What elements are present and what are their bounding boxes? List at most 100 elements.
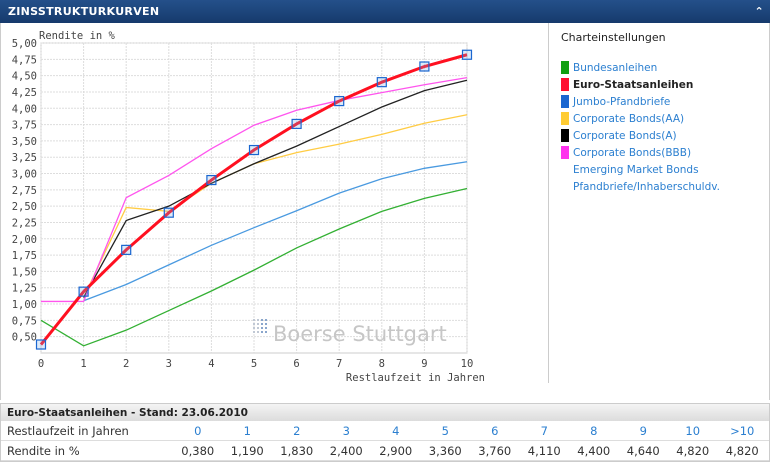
data-point-marker (78, 286, 89, 297)
y-tick-label: 4,00 (12, 103, 37, 115)
data-point-marker (419, 61, 430, 72)
table-title: Euro-Staatsanleihen - Stand: 23.06.2010 (1, 403, 769, 421)
yield-value: 2,400 (329, 444, 363, 458)
series-toggle-6[interactable]: Emerging Market Bonds (561, 161, 770, 178)
series-line-jumbo-pfandbriefe (83, 161, 468, 302)
y-tick-label: 3,00 (12, 169, 37, 181)
x-tick-label: 0 (38, 358, 44, 370)
series-toggle-0[interactable]: Bundesanleihen (561, 59, 770, 76)
row-label: Restlaufzeit in Jahren (7, 424, 129, 438)
y-tick-label: 2,50 (12, 201, 37, 213)
series-line-corporate-bonds-a- (83, 79, 468, 298)
series-label: Corporate Bonds(BBB) (573, 146, 692, 159)
logo-dot (257, 319, 259, 321)
series-label: Jumbo-Pfandbriefe (573, 95, 671, 108)
x-tick-label: 10 (461, 358, 474, 370)
color-swatch (561, 112, 569, 125)
series-toggle-1[interactable]: Euro-Staatsanleihen (561, 76, 770, 93)
series-label: Corporate Bonds(A) (573, 129, 677, 142)
maturity-link[interactable]: 1 (243, 424, 251, 438)
data-point-marker (163, 207, 174, 218)
yield-curve-chart: 0,50 0,75 1,00 1,25 1,50 1,75 2,00 2,25 2,50 2,75… (12, 30, 485, 383)
yield-value: 3,760 (478, 444, 512, 458)
series-label: Emerging Market Bonds (573, 163, 699, 176)
x-tick-label: 6 (293, 358, 299, 370)
maturity-link[interactable]: 3 (342, 424, 350, 438)
y-tick-label: 4,25 (12, 87, 37, 99)
y-tick-label: 4,75 (12, 54, 37, 66)
chart-settings-title: Charteinstellungen (561, 31, 666, 44)
yield-value: 1,190 (230, 444, 264, 458)
color-swatch (561, 95, 569, 108)
maturity-link[interactable]: 6 (491, 424, 499, 438)
yield-table: Euro-Staatsanleihen - Stand: 23.06.2010 … (0, 403, 770, 462)
series-toggle-5[interactable]: Corporate Bonds(BBB) (561, 144, 770, 161)
maturity-link[interactable]: 7 (540, 424, 548, 438)
y-tick-label: 1,25 (12, 283, 37, 295)
yield-value: 4,110 (527, 444, 561, 458)
maturity-link[interactable]: 8 (590, 424, 598, 438)
logo-dot (265, 327, 267, 329)
y-tick-label: 3,25 (12, 152, 37, 164)
y-tick-label: 1,50 (12, 266, 37, 278)
data-point-marker (35, 339, 47, 350)
panel-title: ZINSSTRUKTURKURVEN (8, 5, 160, 18)
maturity-link[interactable]: >10 (730, 424, 755, 438)
logo-dot (257, 327, 259, 329)
series-label: Corporate Bonds(AA) (573, 112, 685, 125)
yield-value: 4,820 (676, 444, 710, 458)
table-row-maturity: Restlaufzeit in Jahren 0 1 2 3 4 5 6 7 8 9 10 >10 (1, 421, 769, 441)
y-tick-label: 0,50 (12, 332, 37, 344)
yield-value: 4,640 (626, 444, 660, 458)
row-label: Rendite in % (7, 444, 80, 458)
x-tick-label: 2 (123, 358, 129, 370)
x-tick-label: 7 (336, 358, 342, 370)
data-point-marker (376, 77, 387, 88)
maturity-link[interactable]: 2 (293, 424, 301, 438)
data-point-marker (334, 95, 345, 107)
maturity-link[interactable]: 4 (392, 424, 400, 438)
maturity-link[interactable]: 10 (685, 424, 701, 438)
color-swatch (561, 61, 569, 74)
y-tick-label: 2,00 (12, 234, 37, 246)
maturity-link[interactable]: 5 (441, 424, 449, 438)
x-tick-label: 4 (208, 358, 214, 370)
x-tick-label: 8 (379, 358, 385, 370)
y-tick-label: 4,50 (12, 71, 37, 83)
series-label: Pfandbriefe/Inhaberschuldv. (573, 180, 720, 193)
x-tick-label: 1 (80, 358, 86, 370)
logo-dot (257, 323, 259, 325)
data-point-marker (206, 174, 217, 186)
yield-value: 4,400 (577, 444, 611, 458)
color-swatch (561, 129, 569, 142)
y-tick-label: 1,75 (12, 250, 37, 262)
logo-dot (261, 327, 263, 329)
maturity-link[interactable]: 9 (639, 424, 647, 438)
logo-dot (253, 327, 255, 329)
logo-dot (253, 323, 255, 325)
logo-dot (261, 323, 263, 325)
y-tick-label: 2,25 (12, 217, 37, 229)
table-row-yield: Rendite in % 0,380 1,190 1,830 2,400 2,900 3,3… (1, 441, 769, 461)
yield-value: 2,900 (379, 444, 413, 458)
x-tick-label: 9 (421, 358, 427, 370)
y-tick-label: 5,00 (12, 38, 37, 50)
series-line-bundesanleihen (40, 187, 468, 347)
y-tick-label: 2,75 (12, 185, 37, 197)
y-tick-label: 1,00 (12, 299, 37, 311)
series-toggle-2[interactable]: Jumbo-Pfandbriefe (561, 93, 770, 110)
maturity-link[interactable]: 0 (194, 424, 202, 438)
y-axis-label: Rendite in % (39, 30, 116, 42)
series-toggle-4[interactable]: Corporate Bonds(A) (561, 127, 770, 144)
x-tick-label: 3 (166, 358, 172, 370)
series-toggle-7[interactable]: Pfandbriefe/Inhaberschuldv. (561, 178, 770, 195)
yield-value: 1,830 (280, 444, 314, 458)
y-tick-label: 3,75 (12, 120, 37, 132)
chart-panel: 0,50 0,75 1,00 1,25 1,50 1,75 2,00 2,25 2,50 2,75… (0, 23, 770, 400)
series-label: Euro-Staatsanleihen (573, 78, 694, 91)
chevron-up-icon[interactable]: ⌃ (754, 5, 764, 18)
x-axis-label: Restlaufzeit in Jahren (346, 372, 485, 383)
yield-value: 4,820 (725, 444, 759, 458)
series-toggle-3[interactable]: Corporate Bonds(AA) (561, 110, 770, 127)
color-swatch (561, 78, 569, 91)
